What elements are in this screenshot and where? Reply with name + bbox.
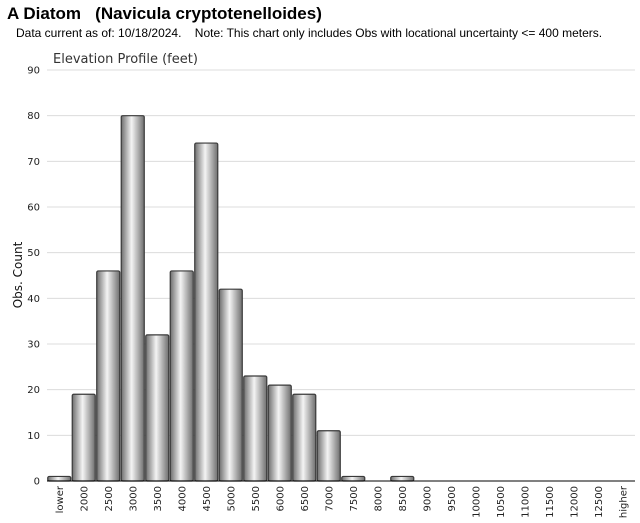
x-tick-label: 7500 xyxy=(349,486,360,511)
x-tick-label: 8000 xyxy=(373,486,384,511)
y-tick-label: 50 xyxy=(27,248,40,259)
bar-6500 xyxy=(292,393,317,482)
x-tick-label: 5000 xyxy=(226,486,237,511)
x-tick-label: 11000 xyxy=(520,486,531,518)
x-tick-label: 8500 xyxy=(398,486,409,511)
bar-2500 xyxy=(96,270,121,482)
page-title: A Diatom (Navicula cryptotenelloides) xyxy=(7,4,322,23)
x-tick-label: higher xyxy=(618,485,629,518)
y-tick-label: 0 xyxy=(34,477,40,488)
bar-4500 xyxy=(194,142,219,482)
bars xyxy=(47,115,415,482)
x-tick-label: 3000 xyxy=(128,486,139,511)
bar-8500 xyxy=(390,475,415,482)
x-tick-label: 9500 xyxy=(447,486,458,511)
x-tick-label: 12500 xyxy=(594,486,605,518)
x-tick-label: 11500 xyxy=(545,486,556,518)
bar-4000 xyxy=(169,270,194,482)
y-tick-label: 30 xyxy=(27,340,40,351)
y-tick-label: 80 xyxy=(27,111,40,122)
x-tick-label: 6500 xyxy=(300,486,311,511)
chart-title: Elevation Profile (feet) xyxy=(53,52,198,67)
gridlines xyxy=(47,69,635,436)
y-tick-label: 60 xyxy=(27,203,40,214)
x-tick-label: 2000 xyxy=(79,486,90,511)
x-tick-label: 10000 xyxy=(471,486,482,518)
x-tick-label: 10500 xyxy=(496,486,507,518)
bar-7500 xyxy=(341,475,366,482)
x-tick-label: 12000 xyxy=(569,486,580,518)
x-tick-label: 7000 xyxy=(324,486,335,511)
bar-7000 xyxy=(316,430,341,482)
y-tick-label: 70 xyxy=(27,157,40,168)
x-tick-label: lower xyxy=(55,485,66,513)
page-subtitle: Data current as of: 10/18/2024. Note: Th… xyxy=(16,26,603,40)
bar-5000 xyxy=(218,288,243,482)
x-tick-label: 4500 xyxy=(202,486,213,511)
y-tick-label: 20 xyxy=(27,385,40,396)
bar-2000 xyxy=(71,393,96,482)
x-tick-label: 9000 xyxy=(422,486,433,511)
bar-3500 xyxy=(145,334,170,482)
bar-6000 xyxy=(267,384,292,482)
x-tick-label: 4000 xyxy=(177,486,188,511)
y-tick-label: 10 xyxy=(27,431,40,442)
y-axis-label: Obs. Count xyxy=(11,241,25,308)
bar-3000 xyxy=(120,115,145,482)
x-tick-label: 2500 xyxy=(104,486,115,511)
y-tick-label: 40 xyxy=(27,294,40,305)
x-tick-label: 5500 xyxy=(251,486,262,511)
x-tick-label: 6000 xyxy=(275,486,286,511)
x-axis-ticks: lower 2000 2500 3000 3500 4000 4500 5000 5500 600… xyxy=(55,485,630,518)
x-tick-label: 3500 xyxy=(153,486,164,511)
bar-lower xyxy=(47,475,72,482)
y-axis-ticks: 0 10 20 30 40 50 60 70 80 90 xyxy=(27,66,40,488)
y-tick-label: 90 xyxy=(27,66,40,77)
bar-5500 xyxy=(243,375,268,482)
